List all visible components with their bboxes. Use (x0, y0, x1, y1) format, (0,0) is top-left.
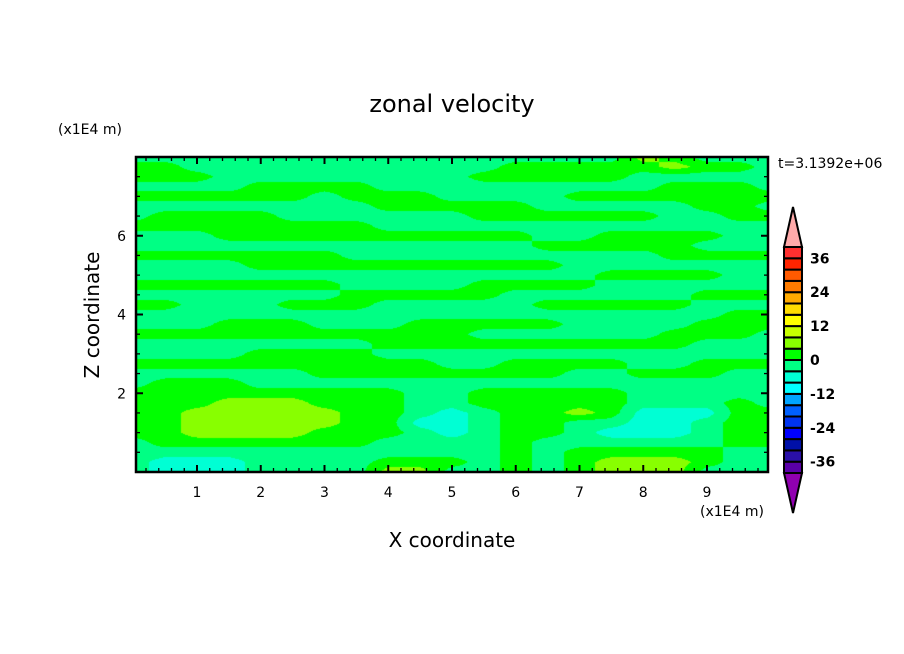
colorbar-label: 12 (810, 319, 829, 335)
colorbar-box (783, 449, 803, 463)
colorbar-label: -24 (810, 421, 836, 437)
x-axis-label: X coordinate (389, 528, 516, 552)
y-unit-label: (x1E4 m) (58, 122, 122, 138)
x-tick-label: 3 (320, 485, 329, 501)
colorbar-label: 0 (810, 353, 820, 369)
colorbar-box (783, 381, 803, 395)
colorbar-box (783, 415, 803, 429)
x-tick-label: 9 (703, 485, 712, 501)
time-label: t=3.1392e+06 (778, 156, 882, 172)
colorbar-box (783, 460, 803, 475)
y-axis-label: Z coordinate (80, 252, 104, 379)
colorbar-label: 36 (810, 251, 829, 267)
y-tick-label: 6 (117, 229, 126, 245)
y-tick-label: 2 (117, 386, 126, 402)
colorbar-label: -12 (810, 387, 835, 403)
colorbar-box (783, 246, 803, 260)
chart-title: zonal velocity (369, 90, 534, 118)
colorbar-box (783, 313, 803, 328)
colorbar-box (783, 268, 803, 282)
colorbar-box (783, 404, 803, 418)
colorbar-box (783, 359, 803, 373)
colorbar-box (783, 291, 803, 305)
x-tick-label: 2 (256, 485, 265, 501)
plot-frame (134, 155, 770, 474)
colorbar-under-triangle (782, 472, 804, 514)
colorbar (782, 206, 804, 514)
colorbar-label: -36 (810, 455, 835, 471)
y-tick-label: 4 (117, 308, 126, 324)
colorbar-box (783, 257, 803, 271)
colorbar-over-triangle (782, 206, 804, 248)
colorbar-label: 24 (810, 285, 830, 301)
x-tick-label: 7 (575, 485, 584, 501)
colorbar-box (783, 347, 803, 362)
colorbar-box (783, 336, 803, 350)
x-unit-label: (x1E4 m) (700, 504, 764, 520)
colorbar-box (783, 426, 803, 441)
colorbar-box (783, 302, 803, 316)
colorbar-box (783, 325, 803, 339)
colorbar-box (783, 370, 803, 384)
colorbar-box (783, 438, 803, 452)
x-tick-label: 8 (639, 485, 648, 501)
x-tick-label: 4 (384, 485, 393, 501)
contour-field (136, 157, 768, 472)
colorbar-box (783, 392, 803, 407)
x-tick-label: 1 (193, 485, 202, 501)
colorbar-box (783, 279, 803, 294)
x-tick-label: 6 (511, 485, 520, 501)
x-tick-label: 5 (448, 485, 457, 501)
